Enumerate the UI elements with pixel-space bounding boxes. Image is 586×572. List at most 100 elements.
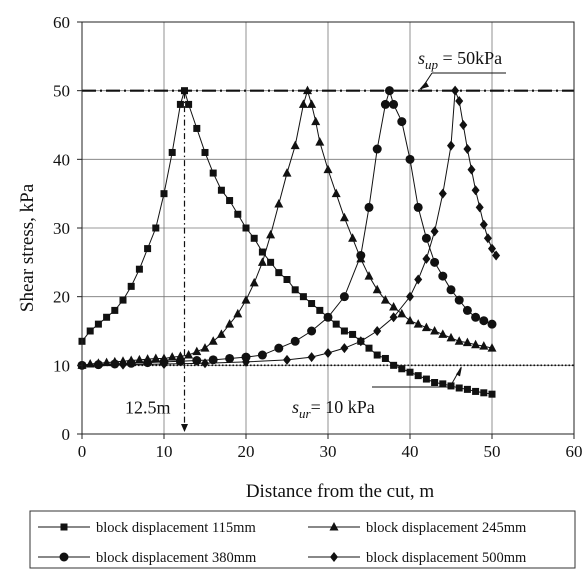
data-point [168, 148, 176, 156]
data-point [274, 343, 284, 353]
data-point [176, 100, 184, 108]
data-point [463, 144, 472, 155]
data-point [438, 329, 448, 338]
data-point [373, 326, 382, 336]
data-point [94, 320, 102, 328]
data-point [185, 100, 193, 108]
sup-label: sup = 50kPa [418, 48, 502, 72]
data-point [480, 389, 488, 397]
data-point [160, 358, 168, 369]
data-point [492, 250, 501, 261]
data-point [103, 313, 111, 321]
data-point [175, 356, 185, 366]
data-point [356, 336, 365, 347]
annotations: 12.5m sup = 50kPa sur= 10 kPa [125, 48, 506, 432]
data-point [439, 380, 447, 388]
y-tick-label: 10 [53, 356, 70, 375]
data-point [208, 355, 218, 365]
data-point [275, 269, 283, 277]
data-point [233, 308, 243, 318]
data-point [192, 346, 202, 356]
data-point [339, 212, 349, 222]
series-line [81, 88, 493, 395]
data-point [462, 337, 472, 347]
data-point [438, 188, 447, 199]
legend-label: block displacement 380mm [96, 550, 257, 566]
data-point [151, 353, 161, 362]
data-point [398, 365, 406, 373]
data-point [471, 339, 481, 349]
data-point [200, 343, 210, 352]
data-point [110, 359, 120, 369]
data-point [389, 301, 399, 311]
legend-entry: block displacement 115mm [38, 520, 256, 536]
data-point [250, 234, 258, 242]
data-point [181, 87, 188, 95]
data-point [472, 387, 480, 395]
data-point [242, 356, 250, 367]
data-point [119, 359, 127, 370]
data-point [241, 295, 251, 304]
data-point [405, 315, 415, 325]
data-point [290, 140, 300, 150]
data-point [422, 375, 430, 383]
x-tick-label: 20 [238, 442, 255, 461]
legend-label: block displacement 115mm [96, 520, 256, 536]
data-point [459, 120, 468, 130]
data-point [462, 305, 472, 315]
x-tick-label: 50 [484, 442, 501, 461]
data-point [454, 336, 464, 345]
legend-marker [60, 523, 68, 531]
data-point [303, 85, 312, 95]
data-point [135, 265, 143, 273]
data-point [406, 368, 414, 376]
data-point [216, 329, 226, 338]
data-point [455, 95, 464, 106]
legend-entry: block displacement 245mm [308, 520, 527, 536]
legend-marker [59, 552, 69, 562]
legend-marker [329, 522, 339, 531]
y-tick-label: 20 [53, 288, 70, 307]
series-square [78, 87, 496, 398]
data-point [226, 197, 234, 205]
data-point [201, 358, 209, 369]
data-point [283, 354, 291, 365]
data-point [479, 316, 489, 326]
data-point [421, 322, 431, 332]
data-point [451, 85, 460, 96]
legend-label: block displacement 500mm [366, 550, 527, 566]
data-point [372, 284, 382, 294]
data-point [365, 344, 373, 352]
data-point [446, 285, 456, 295]
data-point [356, 250, 366, 260]
data-point [111, 306, 119, 314]
data-point [225, 353, 235, 363]
data-point [324, 347, 332, 358]
data-point [422, 253, 431, 264]
data-point [339, 292, 349, 302]
data-point [413, 202, 423, 212]
data-point [308, 300, 316, 308]
data-point [455, 384, 463, 392]
data-point [348, 233, 358, 242]
x-tick-label: 60 [566, 442, 583, 461]
data-point [299, 293, 307, 301]
data-point [389, 312, 398, 323]
data-point [340, 327, 348, 335]
data-point [143, 358, 153, 368]
data-point [249, 277, 259, 287]
data-point [438, 271, 448, 281]
data-point [405, 154, 415, 164]
legend-box [29, 510, 576, 569]
legend-entry: block displacement 380mm [38, 550, 257, 566]
data-point [467, 164, 476, 175]
data-point [258, 248, 266, 256]
data-point [479, 341, 489, 350]
x-tick-label: 10 [156, 442, 173, 461]
y-tick-label: 30 [53, 219, 70, 238]
data-point [447, 140, 455, 151]
data-point [167, 352, 177, 361]
sup-arrowhead [419, 81, 429, 90]
data-point [323, 164, 333, 174]
